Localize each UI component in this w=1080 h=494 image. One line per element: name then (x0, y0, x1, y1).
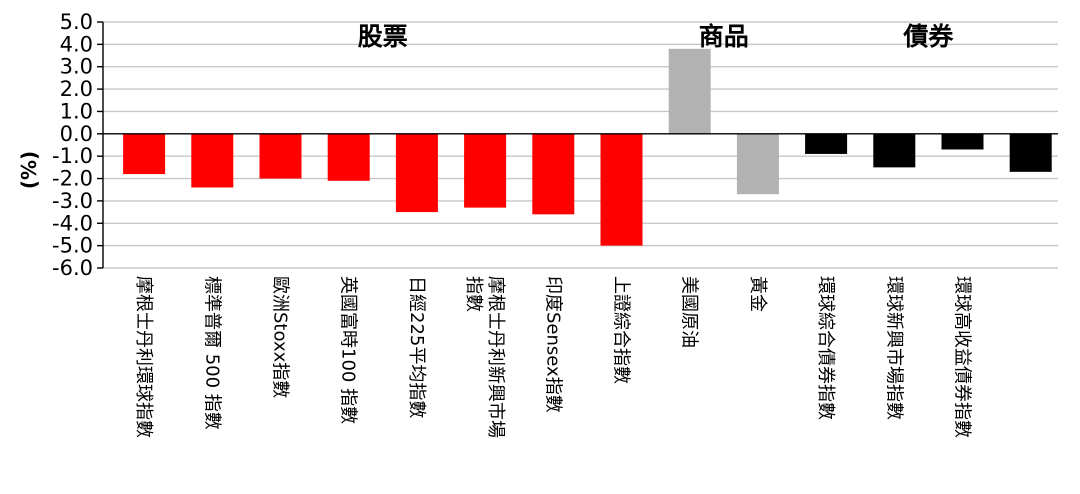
category-label: 上證綜合指數 (611, 276, 632, 384)
category-label: 印度Sensex指數 (542, 276, 563, 413)
y-tick-label: 3.0 (60, 55, 93, 79)
group-label: 債券 (902, 22, 954, 51)
group-label: 股票 (358, 22, 408, 51)
y-tick-label: 1.0 (60, 99, 93, 123)
category-label: 日經225平均指數 (406, 276, 427, 418)
bar (1009, 133, 1052, 172)
y-tick-label: 5.0 (60, 10, 93, 34)
bar (873, 133, 916, 168)
category-label: 摩根士丹利環球指數 (133, 276, 154, 438)
y-axis-label: (%) (17, 151, 41, 189)
category-labels: 摩根士丹利環球指數 標準普爾 500 指數 歐洲Stoxx指數 英國富時100 指數 日… (133, 276, 972, 438)
category-label: 環球高收益債券指數 (952, 276, 973, 438)
bar (464, 133, 507, 208)
category-label: 摩根士丹利新興市場 (485, 276, 506, 438)
bar (941, 133, 984, 150)
bar (805, 133, 848, 154)
axes (97, 21, 1058, 269)
bar (259, 133, 302, 179)
category-label: 環球新興市場指數 (883, 276, 904, 420)
bar (668, 48, 711, 134)
category-label: 歐洲Stoxx指數 (270, 276, 291, 398)
category-label: 黃金 (747, 276, 768, 312)
group-label: 商品 (699, 22, 749, 51)
y-tick-label: -6.0 (52, 256, 93, 280)
y-tick-label: -2.0 (52, 167, 93, 191)
bar (123, 133, 166, 175)
bars (123, 48, 1052, 246)
bar (532, 133, 575, 215)
bar (736, 133, 779, 195)
bar (327, 133, 370, 181)
category-label: 標準普爾 500 指數 (201, 276, 222, 430)
y-tick-label: 2.0 (60, 77, 93, 101)
y-tick-label: 0.0 (60, 122, 93, 146)
category-label: 英國富時100 指數 (338, 276, 359, 424)
bar (191, 133, 234, 188)
y-tick-label: 4.0 (60, 32, 93, 56)
y-tick-label: -4.0 (52, 211, 93, 235)
y-tick-label: -1.0 (52, 144, 93, 168)
category-label: 指數 (463, 276, 484, 312)
bar (600, 133, 643, 246)
category-label: 環球綜合債券指數 (815, 276, 836, 420)
bar (395, 133, 438, 213)
y-tick-label: -5.0 (52, 234, 93, 258)
group-labels: 股票 商品 債券 (358, 22, 955, 51)
category-label: 美國原油 (679, 276, 700, 348)
y-tick-labels: 5.04.03.02.01.00.0-1.0-2.0-3.0-4.0-5.0-6… (52, 10, 93, 280)
y-tick-label: -3.0 (52, 189, 93, 213)
